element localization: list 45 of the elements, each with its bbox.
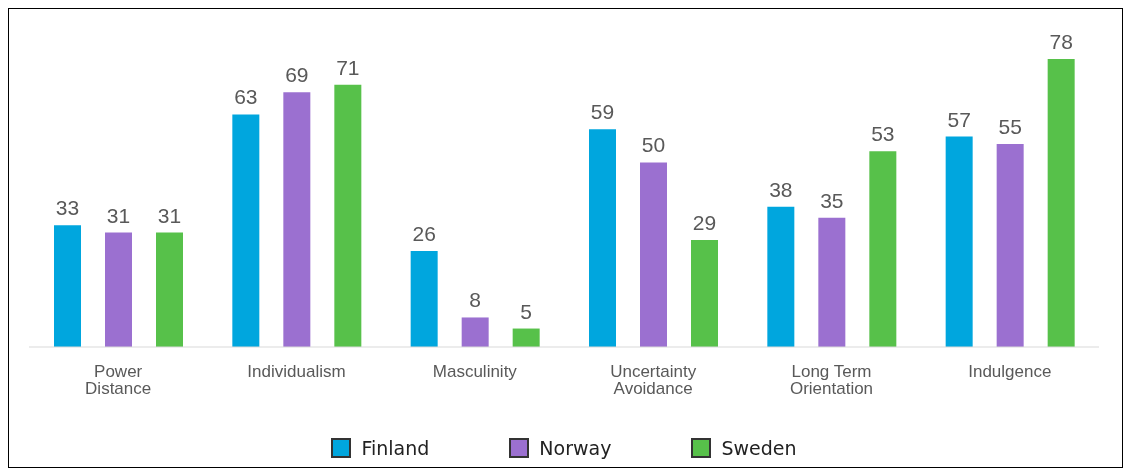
data-label: 29 — [692, 210, 717, 234]
data-label: 38 — [769, 177, 793, 201]
bar — [54, 225, 81, 347]
data-label: 26 — [412, 222, 436, 245]
bar — [156, 232, 183, 347]
bar — [461, 317, 489, 347]
legend-label: Finland — [361, 437, 430, 459]
bar — [767, 206, 795, 347]
bar — [869, 151, 897, 347]
bar — [512, 328, 540, 347]
data-label: 69 — [285, 63, 309, 87]
bar — [945, 136, 973, 347]
x-tick-label: Masculinity — [432, 362, 518, 382]
bar — [996, 143, 1024, 347]
data-label: 78 — [1049, 30, 1073, 53]
legend-label: Sweden — [721, 437, 797, 459]
data-label: 63 — [234, 85, 258, 109]
x-tick-label: Long Term Orientation — [789, 362, 874, 399]
data-label: 55 — [998, 114, 1022, 138]
legend-label: Norway — [539, 437, 612, 459]
bar — [818, 217, 846, 347]
bar — [691, 239, 718, 347]
bar — [334, 84, 362, 347]
data-label: 50 — [641, 133, 666, 157]
data-label: 5 — [520, 299, 533, 323]
data-label: 8 — [469, 288, 482, 312]
data-label: 33 — [55, 196, 80, 220]
x-tick-label: Uncertainty Avoidance — [610, 362, 697, 399]
bar — [232, 114, 260, 347]
bar — [283, 92, 311, 347]
data-label: 31 — [106, 203, 131, 227]
data-label: 53 — [871, 122, 895, 146]
x-tick-label: Power Distance — [85, 362, 152, 399]
data-label: 71 — [336, 55, 360, 79]
data-label: 35 — [820, 188, 844, 212]
data-label: 31 — [157, 203, 182, 227]
bar — [1047, 59, 1075, 347]
bar — [410, 251, 438, 347]
bar — [589, 129, 616, 347]
data-label: 57 — [947, 107, 971, 131]
bar — [105, 232, 132, 347]
bar — [640, 162, 667, 347]
x-tick-label: Indulgence — [968, 362, 1052, 382]
x-tick-label: Individualism — [247, 362, 346, 382]
data-label: 59 — [590, 100, 615, 124]
